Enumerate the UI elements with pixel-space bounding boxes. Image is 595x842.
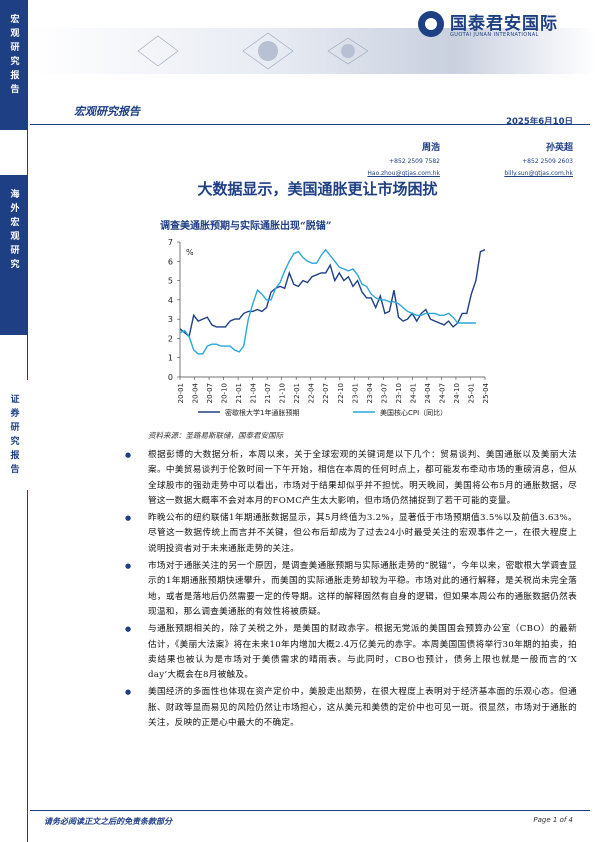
y-axis-label: %: [186, 248, 194, 257]
sidebar-tag-macro: 宏观研究报告: [0, 0, 28, 130]
author-phone: +852 2509 7582: [389, 158, 440, 165]
report-type: 宏观研究报告: [74, 105, 140, 118]
logo-name-cn: 国泰君安国际: [450, 14, 558, 34]
y-tick-label: 3: [168, 315, 173, 324]
x-tick-label: 22-01: [293, 383, 301, 403]
page-number: Page 1 of 4: [533, 816, 573, 824]
x-tick-label: 21-10: [279, 383, 287, 403]
footer-rule: [30, 810, 590, 811]
sidebar-label-securities: 证券研究报告: [8, 394, 19, 478]
y-tick-label: 1: [168, 354, 173, 363]
logo-icon: [418, 11, 444, 37]
sidebar-tag-overseas: 海外宏观研究: [0, 175, 28, 335]
x-tick-label: 23-10: [395, 383, 403, 403]
series-line-2: [179, 248, 476, 355]
x-tick-label: 22-07: [322, 383, 330, 403]
sidebar: 宏观研究报告 海外宏观研究 证券研究报告: [0, 0, 28, 842]
x-tick-label: 24-04: [424, 382, 432, 403]
header-banner: [28, 28, 595, 74]
author-block: 孙英超 +852 2509 2603 billy.sun@gtjas.com.h…: [504, 140, 573, 177]
logo-name-en: GUOTAI JUNAN INTERNATIONAL: [450, 32, 539, 38]
author-block: 周浩 +852 2509 7582 Hao.zhou@gtjas.com.hk: [367, 140, 440, 177]
x-tick-label: 22-10: [337, 383, 345, 403]
x-tick-label: 21-01: [235, 383, 243, 403]
author-phone: +852 2509 2603: [522, 158, 573, 165]
sidebar-label-overseas: 海外宏观研究: [8, 189, 19, 273]
x-tick-label: 22-04: [308, 382, 316, 403]
line-chart: 0 1 2 3 4 5 6 7% 20-01 20-04 20-07 20-10 21-01 21-04 2…: [168, 238, 490, 417]
y-tick-label: 4: [168, 296, 173, 305]
company-logo: 国泰君安国际 GUOTAI JUNAN INTERNATIONAL: [418, 9, 588, 45]
y-tick-label: 2: [168, 334, 173, 343]
bullet-paragraph: 美国经济的多面性也体现在资产定价中，美股走出颓势，在很大程度上表明对于经济基本面…: [125, 685, 577, 731]
y-tick-label: 5: [168, 277, 173, 286]
header-rule: [30, 124, 590, 125]
bullet-list: 根据彭博的大数据分析，本周以来，关于全球宏观的关键词是以下几个：贸易谈判、美国通…: [125, 448, 577, 733]
x-tick-label: 23-04: [366, 382, 374, 403]
x-tick-label: 20-10: [221, 383, 229, 403]
x-tick-label: 23-01: [351, 383, 359, 403]
author-email-link[interactable]: billy.sun@gtjas.com.hk: [504, 170, 573, 177]
x-tick-label: 24-10: [453, 383, 461, 403]
bullet-paragraph: 与通胀预期相关的，除了关税之外，是美国的财政赤字。根据无党派的美国国会预算办公室…: [125, 622, 577, 683]
y-tick-label: 6: [168, 257, 173, 266]
sidebar-tag-securities: 证券研究报告: [0, 380, 28, 490]
x-tick-label: 24-01: [409, 383, 417, 403]
disclaimer-text: 请务必阅读正文之后的免责条款部分: [44, 816, 172, 826]
series-line-1: [179, 249, 486, 338]
x-tick-label: 24-07: [438, 383, 446, 403]
x-tick-label: 25-01: [467, 383, 475, 403]
sidebar-label-macro: 宏观研究报告: [8, 14, 19, 98]
legend-label: 密歇根大学1年通胀预期: [225, 408, 299, 417]
bullet-paragraph: 根据彭博的大数据分析，本周以来，关于全球宏观的关键词是以下几个：贸易谈判、美国通…: [125, 448, 577, 509]
x-tick-label: 20-01: [177, 383, 185, 403]
x-tick-label: 25-04: [482, 382, 490, 403]
y-tick-label: 7: [168, 238, 173, 247]
x-tick-label: 21-04: [250, 382, 258, 403]
legend-label: 美国核心CPI（同比）: [380, 408, 447, 417]
x-tick-label: 23-07: [380, 383, 388, 403]
y-tick-label: 0: [168, 373, 173, 382]
author-email-link[interactable]: Hao.zhou@gtjas.com.hk: [367, 170, 440, 177]
bullet-paragraph: 市场对于通胀关注的另一个原因，是调查美通胀预期与实际通胀走势的“脱锚”，今年以来…: [125, 559, 577, 620]
report-title: 大数据显示，美国通胀更让市场困扰: [197, 180, 438, 198]
x-tick-label: 21-07: [264, 383, 272, 403]
author-name: 周浩: [421, 143, 440, 153]
author-name: 孙英超: [545, 143, 573, 153]
x-tick-label: 20-07: [206, 383, 214, 403]
x-tick-label: 20-04: [192, 382, 200, 403]
bullet-paragraph: 昨晚公布的纽约联储1年期通胀数据显示，其5月终值为3.2%，显著低于市场预期值3…: [125, 511, 577, 557]
chart-title: 调查美通胀预期与实际通胀出现“脱锚”: [160, 221, 332, 232]
report-date: 2025年6月10日: [506, 117, 573, 127]
chart-source: 资料来源：圣路易斯联储，国泰君安国际: [148, 431, 283, 440]
